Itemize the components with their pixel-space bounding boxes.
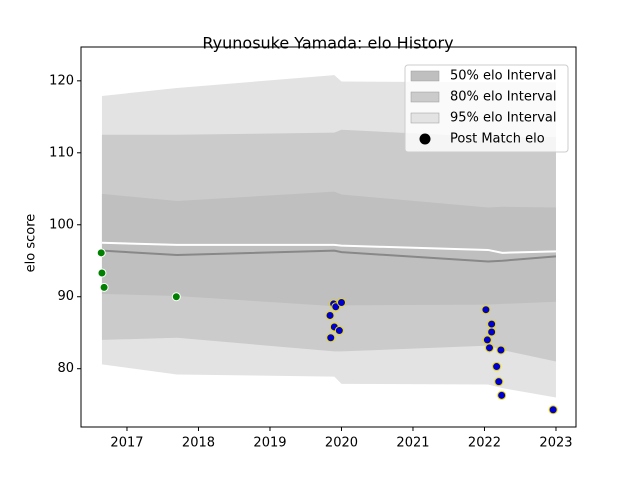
data-point: [336, 297, 346, 307]
data-point: [481, 305, 491, 315]
y-tick-label: 80: [57, 361, 74, 376]
y-axis-label: elo score: [24, 214, 39, 273]
data-point: [482, 335, 492, 345]
chart-title: Ryunosuke Yamada: elo History: [202, 34, 453, 53]
data-point: [548, 405, 558, 415]
x-tick-label: 2023: [539, 436, 572, 451]
data-point: [97, 268, 107, 278]
legend-marker: [419, 133, 431, 145]
x-tick-label: 2022: [468, 436, 501, 451]
data-point: [99, 282, 109, 292]
legend-swatch: [410, 70, 440, 82]
y-tick-label: 100: [49, 217, 74, 232]
legend-box: [404, 64, 569, 153]
x-tick-label: 2017: [110, 436, 143, 451]
legend-swatch: [410, 91, 440, 103]
data-point: [487, 327, 497, 337]
data-point: [497, 390, 507, 400]
data-point: [484, 343, 494, 353]
x-tick-label: 2019: [253, 436, 286, 451]
legend-label: 80% elo Interval: [450, 90, 557, 105]
interval-band: [101, 191, 556, 307]
x-tick-label: 2020: [325, 436, 358, 451]
plot-frame: [80, 46, 577, 428]
data-point: [334, 326, 344, 336]
data-point: [325, 310, 335, 320]
x-tick-label: 2018: [182, 436, 215, 451]
y-tick-label: 110: [49, 145, 74, 160]
legend-swatch: [410, 112, 440, 124]
x-tick-label: 2021: [396, 436, 429, 451]
data-point: [171, 292, 181, 302]
data-point: [494, 377, 504, 387]
y-tick-label: 120: [49, 73, 74, 88]
data-point: [496, 345, 506, 355]
data-point: [492, 362, 502, 372]
legend-label: Post Match elo: [450, 132, 545, 147]
data-point: [326, 333, 336, 343]
data-point: [487, 319, 497, 329]
trend-line: [101, 249, 557, 263]
data-point: [96, 248, 106, 258]
legend-label: 50% elo Interval: [450, 69, 557, 84]
y-tick-label: 90: [57, 289, 74, 304]
trend-line: [101, 241, 557, 254]
legend-label: 95% elo Interval: [450, 111, 557, 126]
